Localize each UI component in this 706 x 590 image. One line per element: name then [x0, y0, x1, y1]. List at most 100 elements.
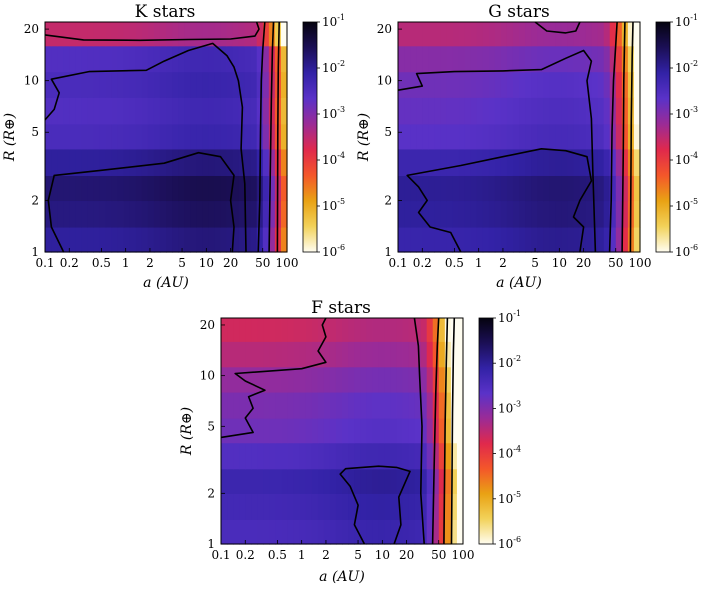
x-tick-label: 2: [146, 256, 154, 270]
contour-line: [47, 151, 235, 253]
heatmap-cell: [262, 200, 270, 228]
heatmap-cell: [93, 22, 101, 47]
heatmap-cell: [456, 493, 464, 520]
heatmap-cell: [432, 442, 440, 470]
heatmap-cell: [434, 123, 441, 150]
x-tick-label: 5: [531, 256, 539, 270]
heatmap-cell: [190, 148, 197, 176]
heatmap-cell: [239, 493, 246, 520]
heatmap-cell: [470, 22, 478, 47]
heatmap-cell: [444, 519, 452, 545]
heatmap-cell: [506, 22, 514, 47]
heatmap-cell: [257, 519, 264, 545]
heatmap-cell: [99, 22, 107, 47]
heatmap-cell: [585, 71, 593, 98]
heatmap-cell: [422, 123, 429, 150]
heatmap-cell: [378, 493, 385, 520]
heatmap-cell: [378, 391, 385, 419]
heatmap-cell: [488, 148, 496, 176]
heatmap-cell: [226, 175, 234, 202]
heatmap-cell: [51, 200, 58, 228]
heatmap-cell: [329, 318, 337, 342]
heatmap-cell: [348, 366, 355, 393]
contour-line: [621, 21, 626, 253]
heatmap-cell: [305, 318, 313, 342]
heatmap-cell: [245, 442, 252, 470]
heatmap-cell: [414, 418, 422, 444]
heatmap-cell: [123, 71, 131, 98]
heatmap-cell: [390, 391, 398, 419]
heatmap-cell: [190, 226, 197, 253]
heatmap-cell: [129, 97, 137, 125]
heatmap-cell: [111, 226, 119, 253]
heatmap-cell: [251, 468, 258, 494]
heatmap-cell: [335, 391, 343, 419]
heatmap-cell: [438, 468, 446, 494]
heatmap-cell: [208, 45, 215, 73]
heatmap-cell: [239, 341, 246, 368]
heatmap-cell: [428, 97, 435, 125]
heatmap-cell: [233, 519, 240, 545]
heatmap-cell: [293, 442, 301, 470]
heatmap-cell: [354, 442, 361, 470]
x-tick-label: 5: [178, 256, 186, 270]
heatmap-cell: [446, 226, 454, 253]
heatmap-cell: [494, 226, 502, 253]
heatmap-cell: [360, 468, 367, 494]
contour-line: [450, 317, 456, 545]
heatmap-cell: [184, 71, 191, 98]
heatmap-cell: [567, 123, 575, 150]
x-tick-label: 0.1: [211, 548, 230, 562]
heatmap-cell: [293, 366, 301, 393]
heatmap-cell: [232, 45, 240, 73]
heatmap-cell: [202, 22, 209, 47]
heatmap-cell: [512, 71, 520, 98]
heatmap-cell: [428, 200, 435, 228]
heatmap-cell: [452, 226, 460, 253]
heatmap-cell: [537, 226, 544, 253]
heatmap-cell: [404, 200, 411, 228]
heatmap-cell: [245, 519, 252, 545]
heatmap-cell: [543, 226, 550, 253]
heatmap-cell: [227, 418, 234, 444]
heatmap-cell: [166, 175, 173, 202]
heatmap-cell: [141, 200, 149, 228]
heatmap-cell: [402, 442, 410, 470]
heatmap-cell: [226, 22, 234, 47]
heatmap-cell: [476, 97, 484, 125]
heatmap-cell: [579, 148, 587, 176]
heatmap-cell: [410, 200, 417, 228]
heatmap-cell: [256, 71, 264, 98]
heatmap-cell: [262, 123, 270, 150]
heatmap-cell: [450, 391, 458, 419]
heatmap-cell: [220, 200, 228, 228]
heatmap-cell: [440, 175, 447, 202]
heatmap-cell: [190, 45, 197, 73]
heatmap-cell: [531, 200, 538, 228]
heatmap-cell: [99, 200, 107, 228]
heatmap-cell: [519, 175, 526, 202]
heatmap-cell: [615, 22, 623, 47]
heatmap-cell: [135, 71, 143, 98]
heatmap-cell: [426, 418, 434, 444]
heatmap-cell: [366, 468, 373, 494]
heatmap-cell: [153, 123, 161, 150]
heatmap-cell: [196, 148, 203, 176]
heatmap-cell: [366, 391, 373, 419]
heatmap-cell: [531, 148, 538, 176]
heatmap-cell: [323, 418, 331, 444]
heatmap-cell: [432, 468, 440, 494]
contour-line: [257, 21, 266, 253]
heatmap-cell: [257, 318, 264, 342]
heatmap-cell: [245, 366, 252, 393]
heatmap-cell: [549, 200, 556, 228]
heatmap-cell: [549, 97, 556, 125]
colorbar-tick-label: 10-1: [498, 309, 521, 325]
heatmap-cell: [166, 97, 173, 125]
contour-line: [220, 317, 327, 439]
heatmap-cell: [335, 493, 343, 520]
heatmap-cell: [311, 519, 319, 545]
heatmap-cell: [464, 175, 472, 202]
heatmap-cell: [268, 97, 276, 125]
colorbar-tick-label: 10-5: [675, 197, 698, 213]
